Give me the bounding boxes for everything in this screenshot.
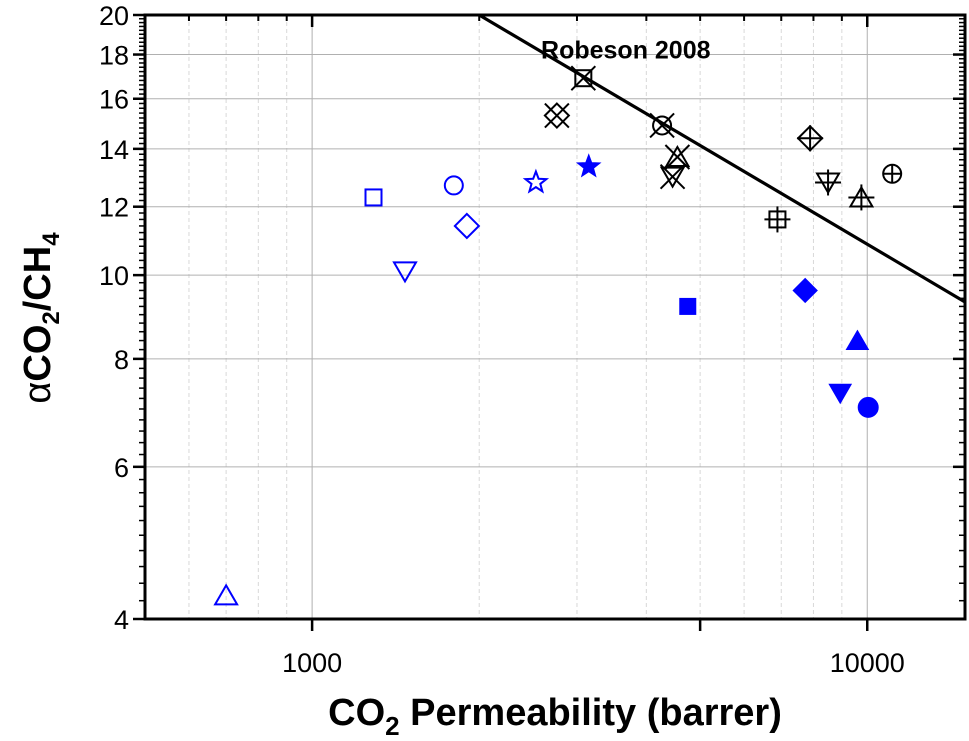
y-tick-label: 6 bbox=[114, 453, 129, 483]
triangle-down-shape bbox=[828, 383, 853, 405]
x-axis-title-sub: 2 bbox=[385, 711, 399, 741]
robeson-2008-line bbox=[478, 13, 966, 304]
diamond-shape bbox=[792, 277, 818, 304]
marker-black-circle-x bbox=[649, 112, 675, 139]
marker-black-triangle-up-x bbox=[664, 144, 691, 170]
x-axis-title-post: Permeability (barrer) bbox=[400, 692, 782, 734]
x-cross bbox=[570, 65, 597, 91]
y-tick-label: 20 bbox=[99, 1, 129, 31]
square-shape bbox=[679, 297, 697, 315]
x-tick-label: 1000 bbox=[282, 648, 342, 678]
marker-blue-filled-diamond bbox=[792, 277, 818, 304]
marker-black-triangle-down-plus bbox=[815, 169, 842, 196]
plot-frame bbox=[143, 13, 967, 621]
marker-blue-open-square bbox=[364, 188, 383, 207]
marker-blue-open-triangle-up bbox=[213, 583, 239, 606]
marker-black-diamond-plus bbox=[796, 124, 824, 152]
y-tick-label: 8 bbox=[114, 345, 129, 375]
grid-minor bbox=[144, 15, 843, 619]
y-tick-label: 14 bbox=[99, 135, 129, 165]
grid-major bbox=[145, 15, 965, 619]
circle-shape bbox=[652, 115, 673, 136]
star-shape bbox=[575, 153, 602, 178]
x-cross bbox=[659, 163, 686, 190]
x-tick-label: 10000 bbox=[830, 648, 905, 678]
y-axis-title-alpha: α bbox=[17, 382, 59, 404]
y-axis-title: αCO2/CH4 bbox=[17, 232, 65, 404]
triangle-down-shape bbox=[659, 166, 686, 189]
y-tick-label: 12 bbox=[99, 193, 129, 223]
triangle-up-shape bbox=[213, 583, 239, 606]
y-tick-label: 18 bbox=[99, 41, 129, 71]
marker-blue-open-star bbox=[522, 168, 550, 194]
marker-blue-open-triangle-down bbox=[392, 261, 418, 284]
square-shape bbox=[574, 69, 593, 88]
diamond-shape bbox=[543, 102, 571, 129]
triangle-up-shape bbox=[845, 329, 870, 351]
x-axis-title: CO2 Permeability (barrer) bbox=[328, 692, 782, 741]
y-tick-label: 10 bbox=[99, 261, 129, 291]
diamond-shape bbox=[453, 212, 481, 240]
marker-black-square-x bbox=[570, 65, 597, 91]
x-cross bbox=[664, 144, 691, 170]
marker-black-circle-plus bbox=[882, 163, 903, 184]
square-shape bbox=[364, 188, 383, 207]
marker-blue-open-diamond bbox=[453, 212, 481, 240]
y-axis-title-sub2: 4 bbox=[38, 232, 65, 246]
y-axis-title-sub1: 2 bbox=[38, 311, 65, 324]
marker-blue-filled-star bbox=[575, 153, 602, 178]
axes bbox=[143, 13, 967, 621]
x-cross bbox=[544, 102, 570, 129]
x-axis-title-pre: CO bbox=[328, 692, 385, 734]
x-cross bbox=[649, 112, 675, 139]
marker-blue-filled-square bbox=[679, 297, 697, 315]
tick-labels: 1000 10000 4 6 8 10 12 14 16 18 20 bbox=[99, 1, 905, 678]
marker-blue-filled-triangle-up bbox=[845, 329, 870, 351]
marker-black-triangle-down-x bbox=[659, 163, 686, 190]
marker-blue-open-circle bbox=[443, 175, 464, 196]
y-axis-title-c: /CH bbox=[17, 246, 59, 311]
data-markers bbox=[213, 65, 903, 606]
triangle-up-shape bbox=[664, 144, 691, 167]
y-tick-label: 16 bbox=[99, 85, 129, 115]
star-shape bbox=[522, 168, 550, 194]
y-axis-title-b: CO bbox=[17, 325, 59, 382]
plot-lines bbox=[478, 13, 966, 304]
circle-shape bbox=[443, 175, 464, 196]
marker-black-square-plus bbox=[764, 206, 791, 233]
marker-blue-filled-circle bbox=[857, 396, 879, 418]
y-tick-label: 4 bbox=[114, 605, 129, 635]
triangle-down-shape bbox=[392, 261, 418, 284]
marker-blue-filled-triangle-down bbox=[828, 383, 853, 405]
marker-black-diamond-x bbox=[543, 102, 571, 129]
axis-ticks bbox=[133, 13, 965, 631]
marker-black-triangle-up-plus bbox=[848, 184, 875, 211]
circle-shape bbox=[857, 396, 879, 418]
robeson-label: Robeson 2008 bbox=[541, 36, 711, 64]
